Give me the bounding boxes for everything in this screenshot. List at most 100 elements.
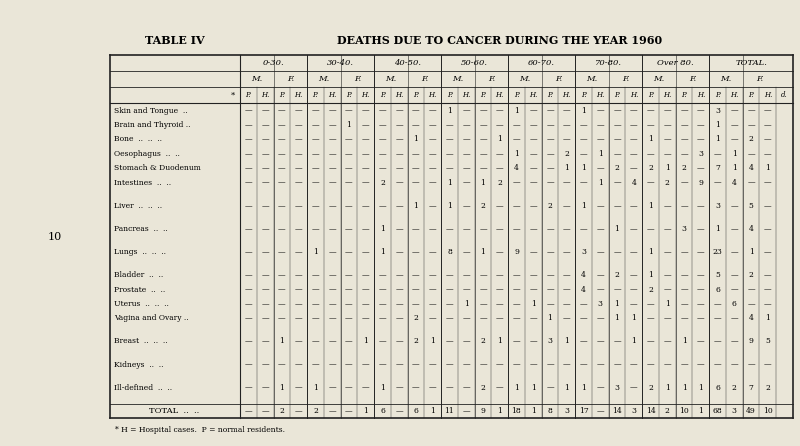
Text: —: —	[714, 150, 722, 158]
Text: —: —	[697, 271, 705, 279]
Text: 1: 1	[414, 136, 418, 144]
Text: 2: 2	[481, 338, 486, 346]
Text: —: —	[697, 107, 705, 115]
Text: H.: H.	[529, 91, 538, 99]
Text: —: —	[446, 164, 454, 172]
Text: 6: 6	[715, 285, 720, 293]
Text: —: —	[295, 248, 302, 256]
Text: —: —	[597, 384, 604, 392]
Text: 3: 3	[631, 407, 636, 415]
Text: —: —	[530, 271, 537, 279]
Text: —: —	[597, 121, 604, 129]
Text: —: —	[479, 164, 486, 172]
Text: —: —	[764, 360, 772, 368]
Text: —: —	[730, 202, 738, 210]
Text: 1: 1	[498, 136, 502, 144]
Text: —: —	[513, 179, 520, 187]
Text: —: —	[295, 285, 302, 293]
Text: 2: 2	[682, 164, 686, 172]
Text: 1: 1	[514, 150, 519, 158]
Text: —: —	[530, 314, 537, 322]
Text: —: —	[663, 248, 671, 256]
Text: —: —	[446, 360, 454, 368]
Text: —: —	[295, 107, 302, 115]
Text: 1: 1	[581, 384, 586, 392]
Text: —: —	[278, 164, 286, 172]
Text: 8: 8	[547, 407, 553, 415]
Text: —: —	[362, 150, 370, 158]
Text: —: —	[345, 285, 353, 293]
Text: —: —	[295, 300, 302, 308]
Text: —: —	[496, 202, 503, 210]
Text: —: —	[530, 225, 537, 233]
Text: 3: 3	[547, 338, 553, 346]
Text: —: —	[462, 121, 470, 129]
Text: —: —	[646, 338, 654, 346]
Text: 49: 49	[746, 407, 756, 415]
Text: 1: 1	[363, 407, 368, 415]
Text: 1: 1	[715, 121, 720, 129]
Text: —: —	[646, 179, 654, 187]
Text: 1: 1	[514, 107, 519, 115]
Text: —: —	[764, 202, 772, 210]
Text: 1: 1	[498, 338, 502, 346]
Text: —: —	[747, 300, 755, 308]
Text: —: —	[395, 179, 403, 187]
Text: —: —	[278, 225, 286, 233]
Text: —: —	[697, 225, 705, 233]
Text: —: —	[630, 164, 638, 172]
Text: —: —	[412, 384, 420, 392]
Text: 3: 3	[698, 150, 703, 158]
Text: 2: 2	[313, 407, 318, 415]
Text: —: —	[714, 179, 722, 187]
Text: —: —	[345, 164, 353, 172]
Text: F.: F.	[555, 75, 562, 83]
Text: 2: 2	[547, 202, 553, 210]
Text: —: —	[580, 179, 587, 187]
Text: —: —	[278, 285, 286, 293]
Text: —: —	[278, 271, 286, 279]
Text: Over 80.: Over 80.	[658, 59, 694, 67]
Text: 1: 1	[380, 384, 385, 392]
Text: —: —	[496, 225, 503, 233]
Text: —: —	[630, 107, 638, 115]
Text: —: —	[530, 285, 537, 293]
Text: Intestines  ..  ..: Intestines .. ..	[114, 179, 171, 187]
Text: TOTAL  ..  ..: TOTAL .. ..	[149, 407, 199, 415]
Text: —: —	[328, 285, 336, 293]
Text: —: —	[614, 360, 621, 368]
Text: Lungs  ..  ..  ..: Lungs .. .. ..	[114, 248, 166, 256]
Text: —: —	[597, 360, 604, 368]
Text: —: —	[764, 179, 772, 187]
Text: —: —	[328, 384, 336, 392]
Text: H.: H.	[261, 91, 270, 99]
Text: —: —	[730, 136, 738, 144]
Text: —: —	[245, 225, 252, 233]
Text: —: —	[245, 407, 252, 415]
Text: —: —	[513, 314, 520, 322]
Text: —: —	[395, 360, 403, 368]
Text: * H = Hospital cases.  P = normal residents.: * H = Hospital cases. P = normal residen…	[115, 426, 285, 434]
Text: —: —	[328, 300, 336, 308]
Text: —: —	[412, 271, 420, 279]
Text: 70-80.: 70-80.	[595, 59, 622, 67]
Text: —: —	[697, 136, 705, 144]
Text: —: —	[345, 300, 353, 308]
Text: —: —	[412, 285, 420, 293]
Text: P.: P.	[514, 91, 519, 99]
Text: —: —	[262, 338, 269, 346]
Text: —: —	[496, 107, 503, 115]
Text: Liver  ..  ..  ..: Liver .. .. ..	[114, 202, 162, 210]
Text: —: —	[747, 150, 755, 158]
Text: —: —	[378, 360, 386, 368]
Text: 2: 2	[648, 285, 653, 293]
Text: —: —	[614, 150, 621, 158]
Text: F.: F.	[689, 75, 696, 83]
Text: Bladder  ..  ..: Bladder .. ..	[114, 271, 163, 279]
Text: —: —	[563, 121, 570, 129]
Text: —: —	[378, 121, 386, 129]
Text: 2: 2	[749, 136, 754, 144]
Text: Pancreas  ..  ..: Pancreas .. ..	[114, 225, 168, 233]
Text: F.: F.	[286, 75, 294, 83]
Text: —: —	[429, 314, 437, 322]
